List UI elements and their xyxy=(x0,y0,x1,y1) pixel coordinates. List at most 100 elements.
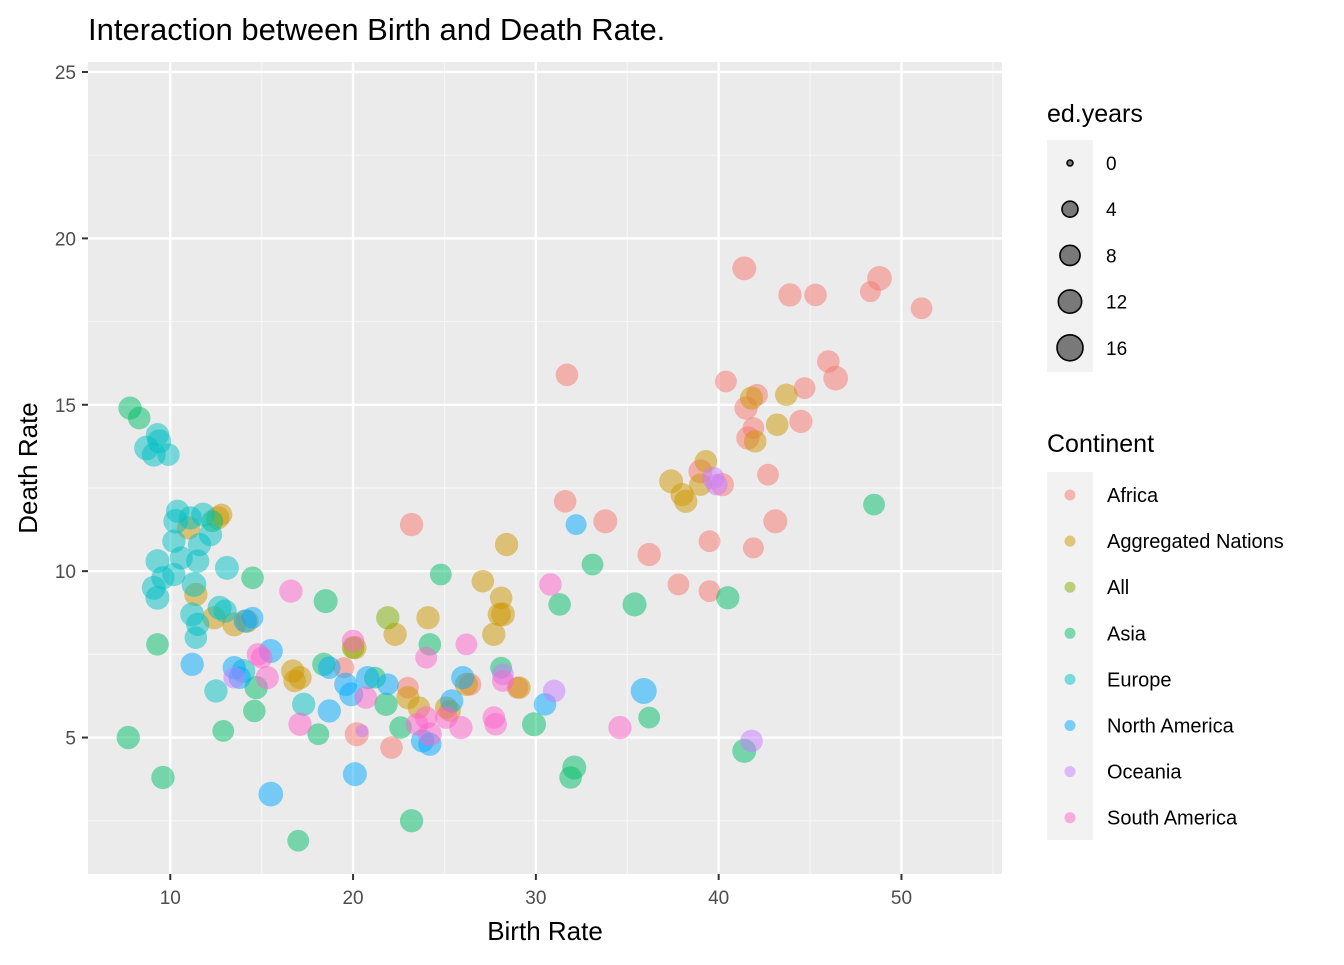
data-point xyxy=(250,646,273,669)
color-legend-label: Aggregated Nations xyxy=(1107,531,1284,553)
data-point xyxy=(705,473,728,496)
data-point xyxy=(255,665,279,690)
plot-panel xyxy=(88,62,1002,874)
data-point xyxy=(471,569,495,593)
data-point xyxy=(492,670,514,692)
color-legend-label: South America xyxy=(1107,808,1238,830)
data-point xyxy=(740,729,763,753)
data-point xyxy=(778,283,802,307)
data-point xyxy=(287,829,310,852)
data-point xyxy=(698,580,721,603)
color-legend-key xyxy=(1064,812,1076,824)
data-point xyxy=(399,809,424,833)
series-south-america xyxy=(246,573,632,747)
data-point xyxy=(212,719,235,742)
data-point xyxy=(313,589,338,614)
data-point xyxy=(522,712,547,737)
data-point xyxy=(186,549,210,573)
data-point xyxy=(223,666,246,689)
y-tick-label: 10 xyxy=(55,562,76,583)
x-axis-title: Birth Rate xyxy=(487,916,603,946)
data-point xyxy=(638,706,661,729)
data-point xyxy=(429,563,452,586)
color-legend-key xyxy=(1064,673,1076,685)
data-point xyxy=(716,586,740,610)
data-point xyxy=(151,765,175,790)
data-point xyxy=(341,629,365,653)
size-legend-key xyxy=(1056,333,1084,362)
data-point xyxy=(757,463,779,486)
color-legend-label: Europe xyxy=(1107,669,1172,691)
x-tick-label: 30 xyxy=(525,888,546,909)
data-point xyxy=(318,656,341,679)
data-point xyxy=(233,609,257,633)
data-point xyxy=(622,592,647,617)
size-legend-label: 0 xyxy=(1106,154,1117,175)
data-point xyxy=(376,673,399,696)
axes: 10 20 30 40 50 5 10 15 20 25 xyxy=(55,63,912,909)
data-point xyxy=(494,532,519,557)
data-point xyxy=(307,723,330,746)
data-point xyxy=(181,572,207,597)
data-point xyxy=(184,626,208,650)
data-point xyxy=(910,297,933,320)
data-point xyxy=(732,256,757,281)
data-point xyxy=(455,633,478,656)
data-point xyxy=(674,489,698,513)
data-point xyxy=(415,646,438,669)
data-point xyxy=(863,493,885,516)
data-point xyxy=(241,566,264,590)
data-point xyxy=(763,509,788,534)
data-point xyxy=(204,679,228,703)
data-point xyxy=(243,699,266,723)
y-tick-label: 5 xyxy=(65,729,76,750)
data-point xyxy=(157,443,180,466)
x-tick-label: 10 xyxy=(160,888,181,909)
data-point xyxy=(354,686,378,709)
data-points xyxy=(116,256,933,852)
size-legend-key xyxy=(1057,289,1083,315)
data-point xyxy=(775,383,798,407)
color-legend-label: Africa xyxy=(1107,485,1159,507)
color-legend-label: Oceania xyxy=(1107,762,1182,784)
data-point xyxy=(555,363,579,387)
data-point xyxy=(667,573,690,596)
data-point xyxy=(739,386,764,410)
x-tick-label: 20 xyxy=(342,888,363,909)
data-point xyxy=(288,712,312,736)
size-legend-label: 4 xyxy=(1106,200,1117,221)
data-point xyxy=(581,553,604,576)
color-legend-label: All xyxy=(1107,577,1129,599)
data-point xyxy=(593,509,618,534)
size-legend-label: 8 xyxy=(1106,246,1117,267)
y-tick-label: 25 xyxy=(55,63,76,84)
size-legend-key xyxy=(1061,200,1079,218)
data-point xyxy=(376,606,400,630)
series-europe xyxy=(134,423,316,716)
color-legend: Continent Africa Aggregated Nations All Asi… xyxy=(1047,430,1284,840)
color-legend-key xyxy=(1064,720,1076,731)
data-point xyxy=(637,542,661,567)
size-legend: ed.years 0 4 8 12 16 xyxy=(1047,100,1143,372)
y-tick-label: 20 xyxy=(55,229,76,250)
data-point xyxy=(867,265,892,291)
data-point xyxy=(489,586,513,610)
data-point xyxy=(823,365,849,391)
data-point xyxy=(765,413,789,437)
color-legend-key xyxy=(1064,535,1076,547)
data-point xyxy=(542,679,566,703)
data-point xyxy=(565,514,587,536)
data-point xyxy=(145,585,170,610)
data-point xyxy=(742,537,764,559)
size-legend-label: 16 xyxy=(1106,339,1127,360)
data-point xyxy=(698,530,721,553)
data-point xyxy=(180,652,204,677)
data-point xyxy=(356,665,380,690)
color-legend-title: Continent xyxy=(1047,430,1154,458)
data-point xyxy=(490,602,515,627)
data-point xyxy=(127,406,151,430)
color-legend-label: Asia xyxy=(1107,623,1147,645)
color-legend-label: North America xyxy=(1107,716,1235,738)
color-legend-key-background xyxy=(1047,472,1093,840)
